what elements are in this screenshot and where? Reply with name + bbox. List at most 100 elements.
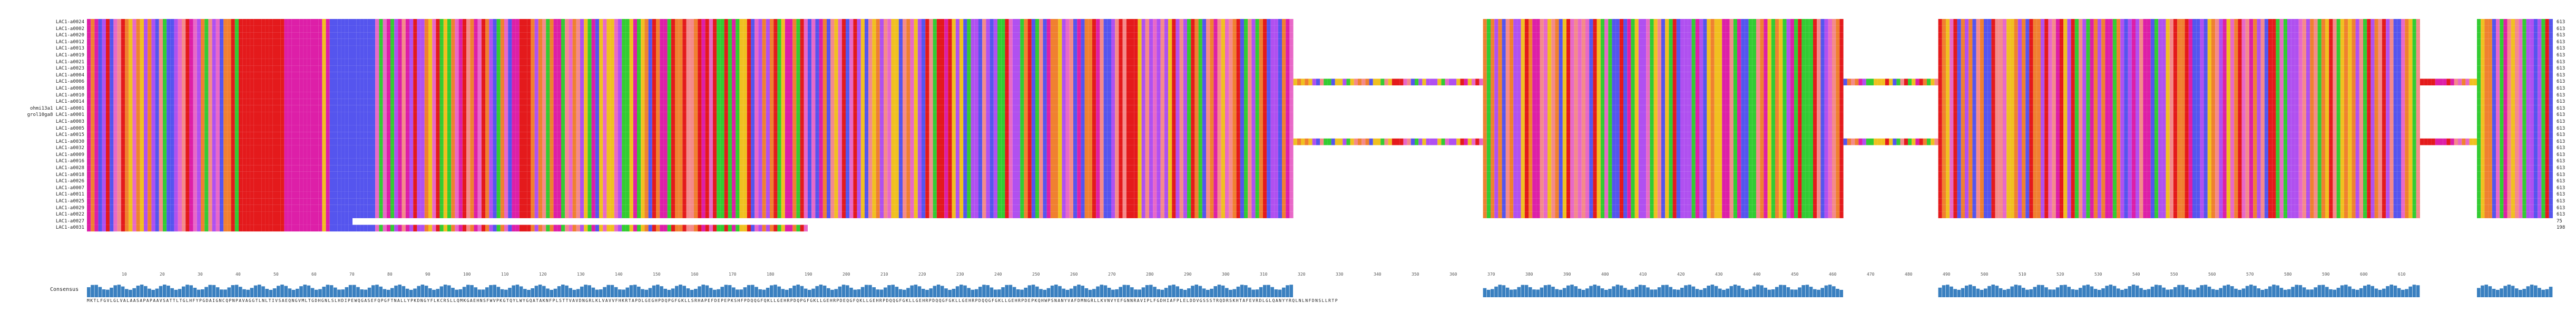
sequence-name[interactable]: LAC1-a0019 bbox=[55, 52, 84, 58]
residue-cell bbox=[1570, 19, 1574, 26]
residue-cell bbox=[1680, 58, 1684, 66]
residue-cell bbox=[929, 25, 933, 33]
sequence-name[interactable]: ohmi13a1 LAC1-a0001 bbox=[30, 105, 84, 111]
residue-cell bbox=[1547, 45, 1552, 52]
sequence-name[interactable]: grol10ga8 LAC1-a0001 bbox=[27, 112, 84, 118]
residue-cell bbox=[1661, 19, 1666, 26]
residue-cell bbox=[1221, 45, 1225, 52]
residue-cell bbox=[1176, 72, 1180, 79]
residue-cell bbox=[258, 65, 262, 72]
residue-cell bbox=[193, 25, 197, 33]
residue-cell bbox=[223, 38, 228, 46]
sequence-name[interactable]: LAC1-a0018 bbox=[55, 172, 84, 178]
residue-cell bbox=[326, 19, 330, 26]
sequence-name[interactable]: LAC1-a0015 bbox=[55, 132, 84, 138]
sequence-name[interactable]: LAC1-a0023 bbox=[55, 66, 84, 72]
residue-cell bbox=[1999, 45, 2003, 52]
residue-cell bbox=[1122, 32, 1127, 39]
residue-cell bbox=[303, 58, 307, 66]
residue-cell bbox=[1615, 19, 1620, 26]
residue-cell bbox=[955, 38, 959, 46]
sequence-name[interactable]: LAC1-a0005 bbox=[55, 125, 84, 131]
residue-cell bbox=[1164, 45, 1168, 52]
residue-cell bbox=[580, 72, 584, 79]
residue-cell bbox=[94, 19, 99, 26]
sequence-name[interactable]: LAC1-a0010 bbox=[55, 92, 84, 98]
residue-cell bbox=[766, 52, 770, 59]
sequence-name[interactable]: LAC1-a0011 bbox=[55, 192, 84, 198]
residue-cell bbox=[2131, 52, 2136, 59]
sequence-name[interactable]: LAC1-a0002 bbox=[55, 26, 84, 32]
residue-cell bbox=[201, 65, 205, 72]
sequence-name[interactable]: LAC1-a0024 bbox=[55, 19, 84, 25]
sequence-name[interactable]: LAC1-a0028 bbox=[55, 165, 84, 171]
residue-cell bbox=[822, 65, 827, 72]
residue-cell bbox=[1191, 58, 1195, 66]
residue-cell bbox=[974, 65, 978, 72]
residue-cell bbox=[633, 25, 637, 33]
sequence-name[interactable]: LAC1-a0029 bbox=[55, 205, 84, 211]
residue-cell bbox=[1054, 25, 1059, 33]
sequence-name[interactable]: LAC1-a0012 bbox=[55, 39, 84, 45]
residue-cell bbox=[2052, 25, 2056, 33]
sequence-name[interactable]: LAC1-a0014 bbox=[55, 99, 84, 105]
residue-cell bbox=[519, 25, 523, 33]
residue-cell bbox=[1794, 25, 1798, 33]
residue-cell bbox=[239, 19, 243, 26]
residue-cell bbox=[789, 32, 793, 39]
residue-cell bbox=[755, 72, 759, 79]
residue-cell bbox=[132, 32, 136, 39]
sequence-name[interactable]: LAC1-a0003 bbox=[55, 119, 84, 124]
sequence-name[interactable]: LAC1-a0016 bbox=[55, 159, 84, 164]
residue-cell bbox=[614, 65, 618, 72]
residue-cell bbox=[2036, 45, 2041, 52]
residue-cell bbox=[1073, 45, 1078, 52]
sequence-name[interactable]: LAC1-a0021 bbox=[55, 59, 84, 65]
residue-cell bbox=[91, 72, 95, 79]
sequence-name[interactable]: LAC1-a0006 bbox=[55, 79, 84, 85]
residue-cell bbox=[800, 58, 804, 66]
residue-cell bbox=[2006, 19, 2011, 26]
residue-cell bbox=[265, 38, 269, 46]
residue-cell bbox=[2181, 65, 2185, 72]
residue-cell bbox=[117, 58, 121, 66]
residue-cell bbox=[1634, 72, 1639, 79]
residue-cell bbox=[2515, 19, 2519, 26]
residue-cell bbox=[1581, 25, 1585, 33]
sequence-name[interactable]: LAC1-a0032 bbox=[55, 145, 84, 151]
residue-cell bbox=[2382, 52, 2386, 59]
residue-cell bbox=[1077, 25, 1081, 33]
alignment-matrix[interactable] bbox=[87, 19, 2553, 272]
sequence-name[interactable]: LAC1-a0020 bbox=[55, 33, 84, 38]
sequence-name[interactable]: LAC1-a0025 bbox=[55, 199, 84, 204]
residue-cell bbox=[952, 32, 956, 39]
residue-cell bbox=[1502, 38, 1506, 46]
residue-cell bbox=[129, 32, 133, 39]
residue-cell bbox=[1077, 58, 1081, 66]
residue-cell bbox=[815, 72, 819, 79]
sequence-name[interactable]: LAC1-a0009 bbox=[55, 152, 84, 158]
sequence-name[interactable]: LAC1-a0027 bbox=[55, 218, 84, 224]
residue-cell bbox=[732, 38, 736, 46]
residue-cell bbox=[2098, 25, 2102, 33]
residue-cell bbox=[1012, 38, 1016, 46]
residue-cell bbox=[2477, 65, 2481, 72]
sequence-name[interactable]: LAC1-a0007 bbox=[55, 185, 84, 191]
sequence-name[interactable]: LAC1-a0013 bbox=[55, 46, 84, 52]
residue-cell bbox=[546, 25, 550, 33]
sequence-name[interactable]: LAC1-a0030 bbox=[55, 139, 84, 144]
sequence-name[interactable]: LAC1-a0026 bbox=[55, 179, 84, 184]
sequence-name[interactable]: LAC1-a0004 bbox=[55, 72, 84, 78]
residue-cell bbox=[239, 32, 243, 39]
sequence-name[interactable]: LAC1-a0022 bbox=[55, 212, 84, 218]
residue-cell bbox=[1733, 52, 1737, 59]
sequence-name[interactable]: LAC1-a0031 bbox=[55, 225, 84, 231]
residue-cell bbox=[151, 65, 155, 72]
residue-cell bbox=[515, 72, 520, 79]
residue-cell bbox=[572, 38, 576, 46]
residue-cell bbox=[834, 72, 838, 79]
residue-cell bbox=[1126, 32, 1130, 39]
residue-cell bbox=[1760, 25, 1764, 33]
sequence-name[interactable]: LAC1-a0008 bbox=[55, 85, 84, 91]
residue-cell bbox=[762, 72, 766, 79]
